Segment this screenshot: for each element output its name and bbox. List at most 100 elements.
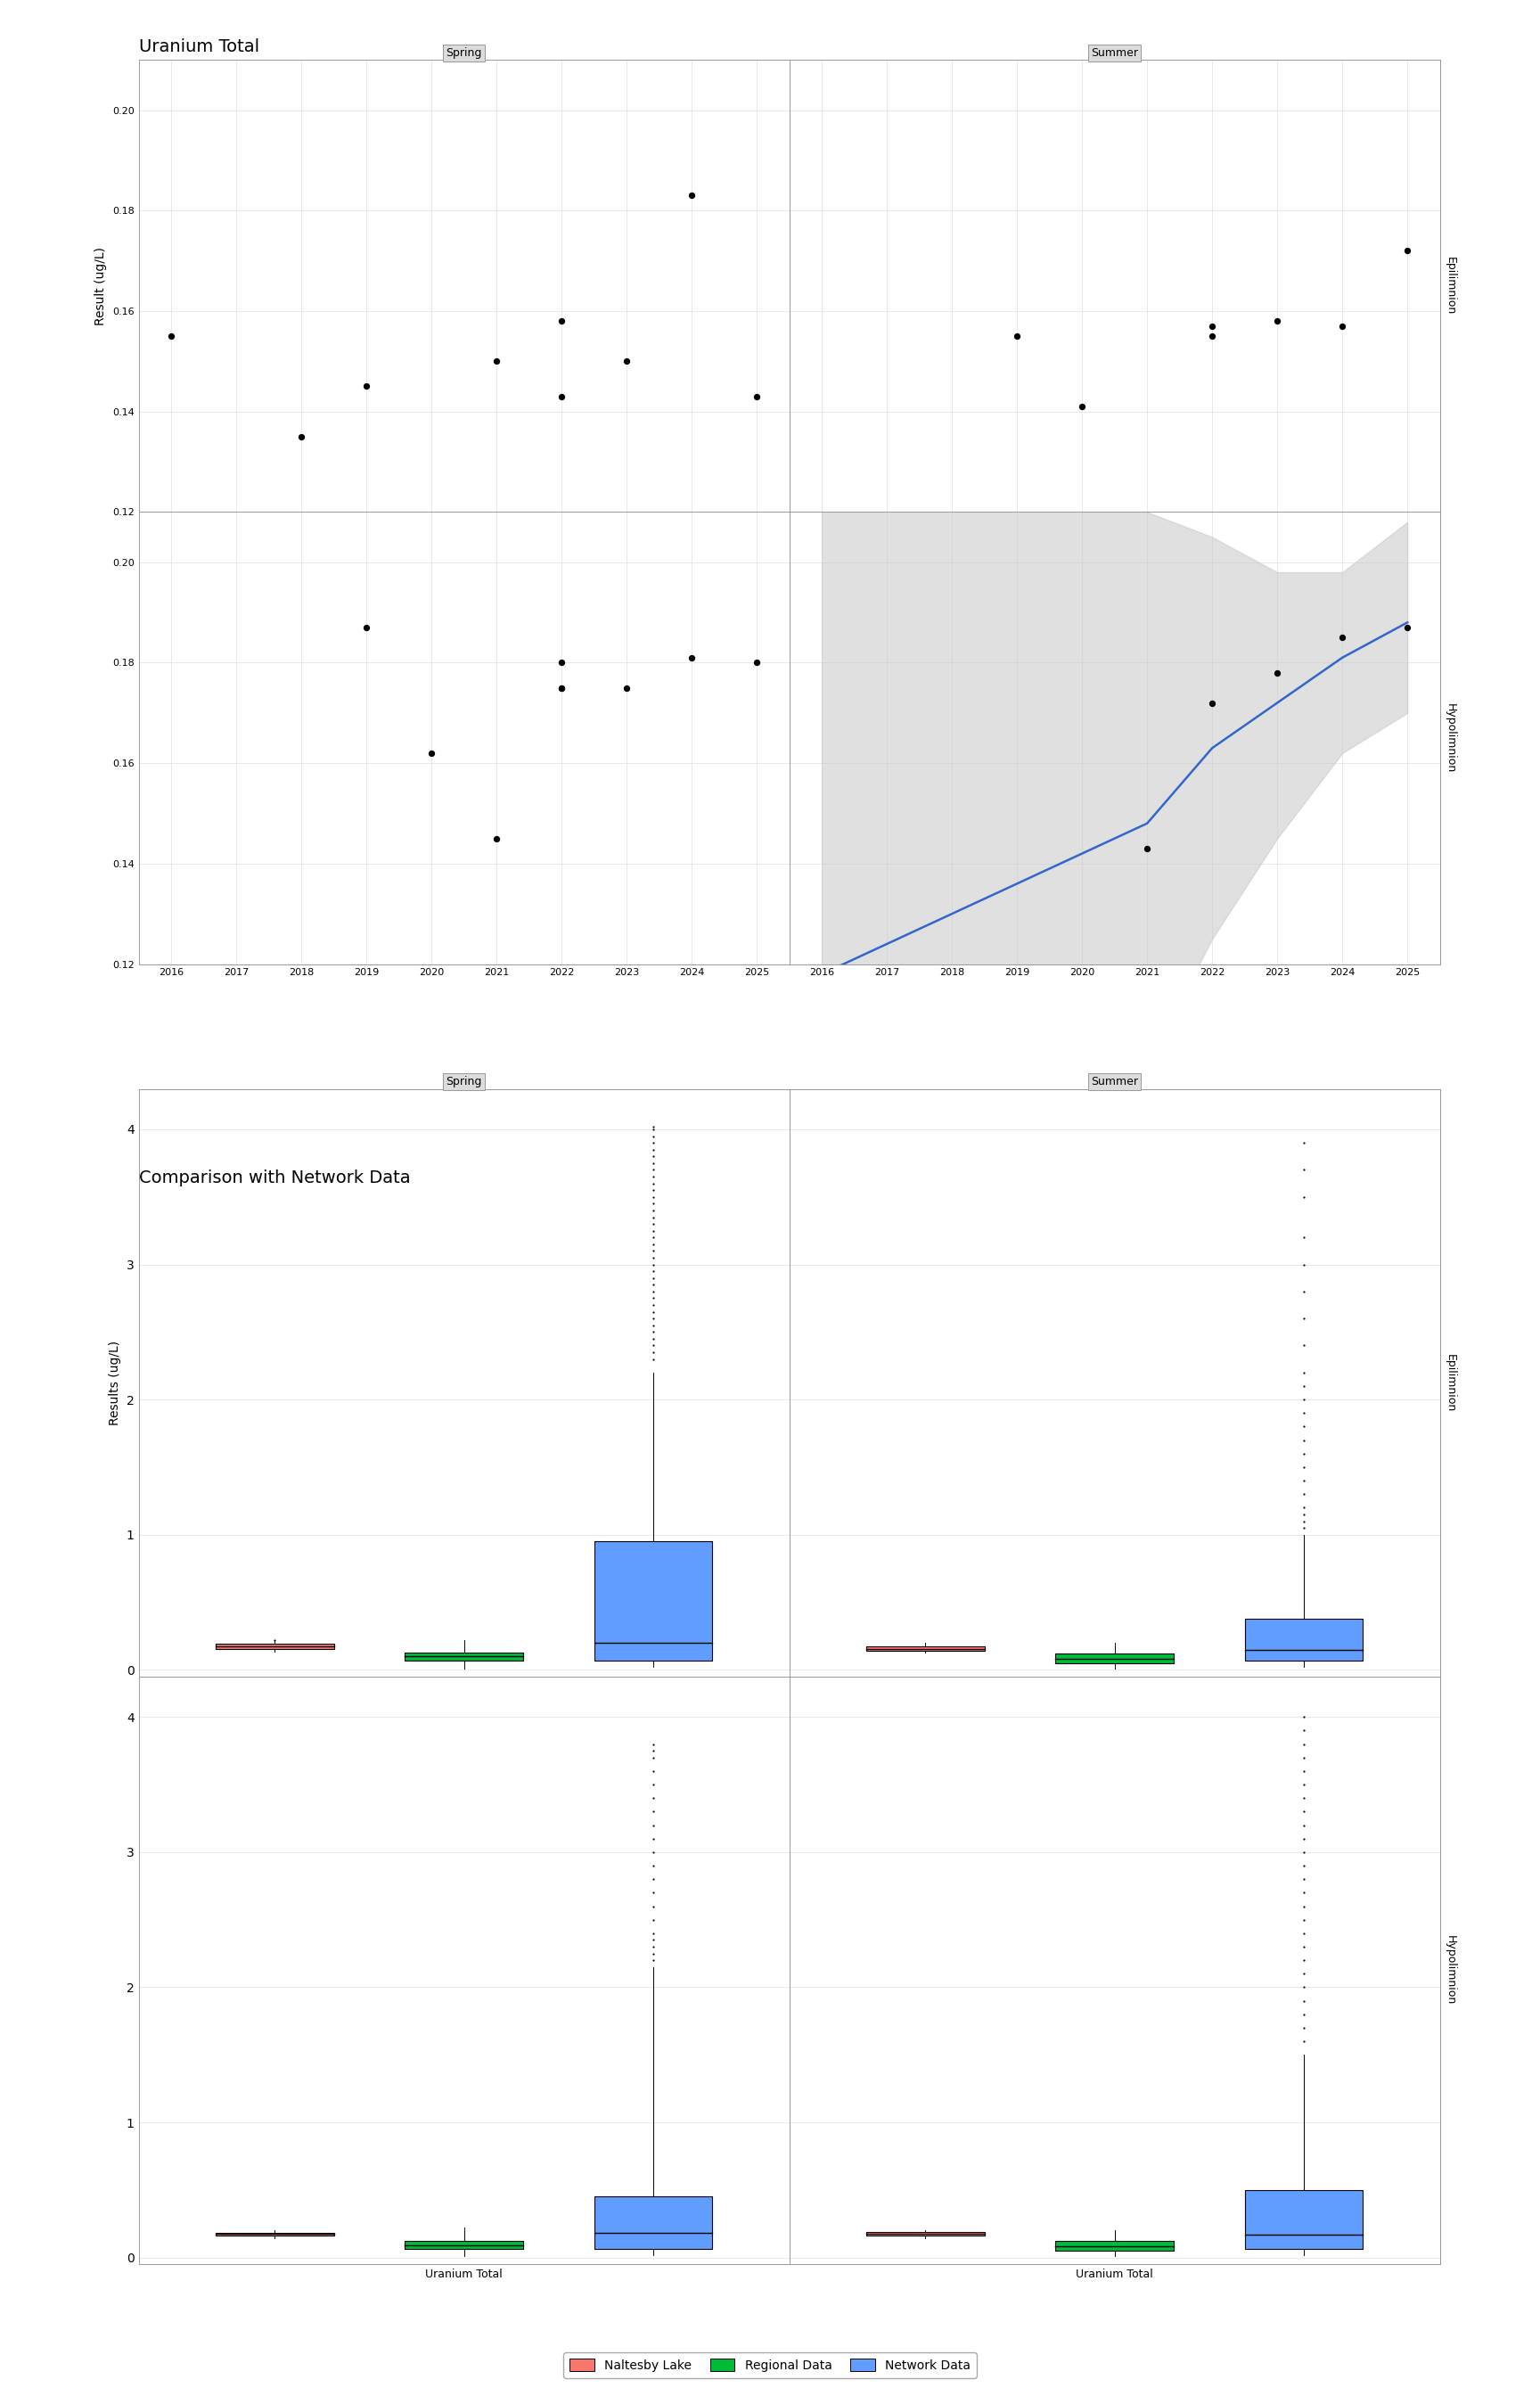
Point [1292, 1488, 1317, 1526]
Point [1292, 1124, 1317, 1162]
Bar [216, 2233, 334, 2235]
Point [641, 1239, 665, 1277]
Point [1292, 1179, 1317, 1217]
Point [1292, 1955, 1317, 1993]
Point [1292, 1699, 1317, 1737]
Point [641, 1205, 665, 1244]
Point [1292, 1996, 1317, 2034]
Point [550, 302, 574, 340]
Point [1292, 1711, 1317, 1749]
Point [641, 1922, 665, 1960]
Point [744, 645, 768, 683]
Point [641, 1306, 665, 1344]
Point [1292, 1246, 1317, 1284]
Point [1331, 307, 1355, 345]
Point [641, 1339, 665, 1378]
Point [354, 609, 379, 647]
Point [641, 1117, 665, 1155]
Legend: Naltesby Lake, Regional Data, Network Data: Naltesby Lake, Regional Data, Network Da… [564, 2353, 976, 2377]
Point [1292, 1447, 1317, 1486]
Point [1200, 683, 1224, 721]
Point [641, 1725, 665, 1763]
Point [641, 1778, 665, 1816]
Point [1292, 1778, 1317, 1816]
Point [641, 1287, 665, 1325]
Bar [405, 2240, 524, 2250]
Point [679, 177, 704, 216]
Point [1292, 1406, 1317, 1445]
Point [641, 1272, 665, 1311]
Point [641, 1819, 665, 1857]
Point [484, 343, 508, 381]
Point [641, 1224, 665, 1263]
Point [550, 645, 574, 683]
Point [641, 1807, 665, 1845]
Point [641, 1313, 665, 1351]
Y-axis label: Hypolimnion: Hypolimnion [1445, 1936, 1457, 2005]
Point [1292, 1502, 1317, 1541]
Point [614, 668, 639, 707]
Point [1292, 2008, 1317, 2046]
Point [641, 1191, 665, 1229]
Point [1331, 618, 1355, 657]
Point [1292, 1217, 1317, 1256]
Point [1292, 1900, 1317, 1938]
Point [1292, 1766, 1317, 1804]
Point [1292, 1495, 1317, 1533]
Title: Spring: Spring [447, 1076, 482, 1088]
Point [484, 819, 508, 858]
Point [1292, 1941, 1317, 1979]
Point [641, 1874, 665, 1912]
Point [1292, 1739, 1317, 1778]
Point [641, 1150, 665, 1188]
Point [641, 1179, 665, 1217]
Point [679, 637, 704, 676]
Point [641, 1258, 665, 1296]
Point [641, 1751, 665, 1790]
Point [641, 1109, 665, 1148]
Point [641, 1279, 665, 1318]
Point [1292, 1366, 1317, 1404]
Point [641, 1739, 665, 1778]
Point [419, 733, 444, 772]
Point [641, 1847, 665, 1886]
Point [641, 1888, 665, 1926]
Point [1292, 1807, 1317, 1845]
Point [1395, 609, 1420, 647]
Point [641, 1184, 665, 1222]
Bar [1244, 2190, 1363, 2250]
Point [1292, 1751, 1317, 1790]
Point [641, 1792, 665, 1831]
Point [641, 1914, 665, 1953]
Bar [405, 1653, 524, 1660]
Point [290, 417, 314, 455]
Bar [1055, 2240, 1173, 2250]
Point [1292, 1380, 1317, 1418]
Point [1292, 1888, 1317, 1926]
Point [641, 1934, 665, 1972]
Point [641, 1299, 665, 1337]
Bar [865, 1646, 984, 1651]
Point [1292, 1874, 1317, 1912]
Point [641, 1198, 665, 1236]
Point [641, 1941, 665, 1979]
Y-axis label: Epilimnion: Epilimnion [1445, 1354, 1457, 1411]
Point [641, 1232, 665, 1270]
Point [550, 668, 574, 707]
Text: Uranium Total: Uranium Total [139, 38, 259, 55]
Point [1292, 1150, 1317, 1188]
Point [641, 1131, 665, 1169]
Point [1004, 316, 1029, 355]
Point [641, 1859, 665, 1898]
Point [641, 1246, 665, 1284]
Point [1292, 1272, 1317, 1311]
Point [744, 376, 768, 415]
Y-axis label: Result (ug/L): Result (ug/L) [95, 247, 108, 326]
Bar [865, 2233, 984, 2235]
Point [1292, 2022, 1317, 2061]
Point [262, 1620, 286, 1658]
Point [1292, 1914, 1317, 1953]
Bar [1055, 1653, 1173, 1663]
Point [1070, 388, 1095, 426]
Point [1264, 654, 1289, 692]
